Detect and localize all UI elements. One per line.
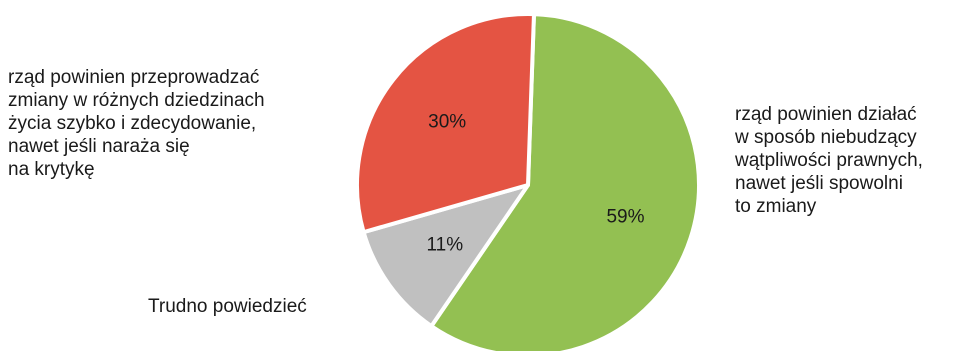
slice-label-fast-changes: rząd powinien przeprowadzać zmiany w róż… bbox=[8, 67, 265, 180]
pie-slice-legal-caution bbox=[429, 12, 701, 351]
pie-slice-hard-to-say bbox=[361, 183, 530, 329]
slice-label-legal-caution: rząd powinien działać w sposób niebudząc… bbox=[735, 104, 923, 217]
pie-slice-fast-changes bbox=[355, 12, 536, 235]
pie-value-label: 59% bbox=[606, 207, 644, 228]
pie-value-label: 11% bbox=[426, 235, 463, 256]
slice-label-hard-to-say: Trudno powiedzieć bbox=[148, 296, 307, 317]
pie-value-label: 30% bbox=[428, 111, 466, 132]
